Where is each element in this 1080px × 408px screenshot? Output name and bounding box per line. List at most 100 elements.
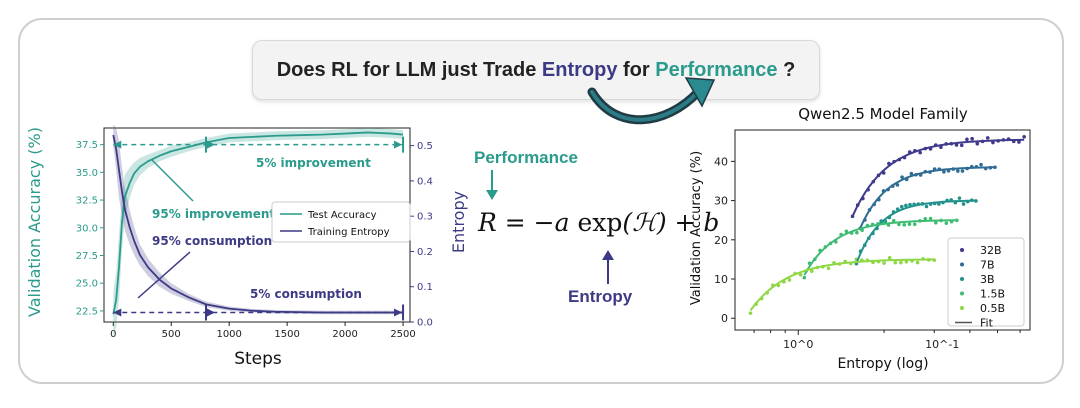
point-1.5B — [928, 216, 933, 221]
point-1.5B — [923, 216, 928, 221]
left-xtick-label: 0 — [110, 329, 116, 340]
left-xtick-label: 1000 — [216, 329, 241, 340]
question-prefix: Does RL for LLM just Trade — [276, 58, 542, 81]
point-7B — [909, 171, 914, 176]
left-y2tick-label: 0.4 — [417, 176, 433, 187]
point-0.5B — [809, 269, 814, 274]
reward-formula: R = −a exp(ℋ) + b — [478, 208, 719, 237]
left-y2tick-label: 0.0 — [417, 318, 433, 329]
point-32B — [965, 137, 969, 142]
legend-entry-7B: 7B — [980, 259, 995, 272]
arrowhead-icon — [113, 140, 122, 149]
right-title: Qwen2.5 Model Family — [798, 105, 968, 123]
question-entropy-word: Entropy — [541, 58, 618, 81]
left-ytick-label: 37.5 — [76, 140, 98, 151]
point-0.5B — [882, 261, 886, 265]
arrowhead-icon — [207, 308, 215, 317]
point-1.5B — [891, 218, 896, 223]
point-0.5B — [893, 260, 898, 265]
point-1.5B — [907, 222, 912, 227]
point-0.5B — [899, 260, 903, 265]
point-3B — [908, 202, 912, 207]
arrowhead-icon — [207, 140, 215, 149]
right-legend-box — [947, 237, 1025, 327]
point-1.5B — [897, 222, 901, 227]
point-7B — [942, 170, 946, 174]
left-y2tick-label: 0.3 — [417, 212, 433, 223]
legend-marker — [960, 277, 964, 281]
point-32B — [970, 136, 974, 141]
curved-arrow-icon — [587, 77, 716, 125]
question-suffix: ? — [777, 58, 796, 81]
legend-test-accuracy: Test Accuracy — [307, 210, 377, 221]
point-1.5B — [902, 223, 907, 227]
point-0.5B — [904, 259, 909, 264]
left-ytick-label: 32.5 — [76, 196, 98, 207]
arrowhead-icon — [113, 308, 122, 317]
left-y2tick-label: 0.2 — [417, 247, 433, 258]
right-plot-frame — [734, 129, 1031, 331]
point-7B — [956, 169, 960, 173]
left-ytick-label: 35.0 — [76, 168, 98, 179]
fit-line-32B — [851, 138, 1025, 217]
left-xtick-label: 2500 — [390, 329, 415, 340]
point-0.5B — [798, 272, 803, 277]
annot-5pct-improvement: 5% improvement — [256, 156, 371, 170]
left-xlabel: Steps — [234, 349, 282, 369]
arrow-up-icon — [602, 250, 614, 284]
point-3B — [957, 196, 962, 200]
question-performance-word: Performance — [655, 58, 778, 81]
left-xtick-label: 500 — [162, 329, 181, 340]
annot-95pct-consumption: 95% consumption — [152, 234, 272, 248]
point-32B — [1017, 140, 1021, 144]
right-ytick-label: 20 — [714, 234, 728, 247]
left-ytick-label: 22.5 — [76, 306, 98, 317]
point-32B — [975, 141, 980, 146]
arrow-down-icon — [486, 170, 498, 200]
right-xtick-label: 10^-1 — [925, 338, 959, 351]
left-legend: Test Accuracy Training Entropy — [271, 201, 411, 243]
point-1.5B — [912, 222, 917, 227]
point-1.5B — [802, 275, 807, 280]
right-xtick-label: 10^0 — [783, 338, 813, 351]
legend-training-entropy: Training Entropy — [307, 227, 390, 238]
point-7B — [900, 175, 904, 179]
legend-marker — [960, 291, 964, 296]
point-0.5B — [887, 256, 892, 260]
formula-func: exp — [577, 208, 623, 237]
legend-entry-0.5B: 0.5B — [980, 302, 1005, 315]
point-32B — [954, 143, 959, 147]
left-y2tick-label: 0.5 — [417, 141, 433, 152]
point-32B — [991, 140, 995, 145]
legend-marker — [960, 306, 964, 310]
point-3B — [924, 204, 929, 209]
left-ytick-label: 27.5 — [76, 251, 98, 262]
point-1.5B — [855, 230, 859, 235]
point-7B — [979, 162, 983, 167]
legend-entry-1.5B: 1.5B — [980, 288, 1005, 301]
point-1.5B — [944, 221, 949, 225]
point-32B — [959, 143, 964, 148]
point-3B — [899, 204, 904, 209]
question-banner: Does RL for LLM just Trade Entropy for P… — [252, 40, 820, 100]
fit-line-1.5B — [803, 219, 957, 276]
point-32B — [985, 136, 990, 140]
point-1.5B — [934, 220, 938, 225]
legend-entry-32B: 32B — [980, 244, 1002, 257]
left-xtick-label: 1500 — [274, 329, 299, 340]
point-32B — [1022, 134, 1026, 139]
point-0.5B — [826, 266, 831, 271]
formula-lhs: R = −a — [478, 208, 578, 237]
point-3B — [904, 203, 908, 208]
right-ytick-label: 0 — [721, 312, 728, 325]
left-y2tick-label: 0.1 — [417, 282, 433, 293]
left-ytick-label: 25.0 — [76, 279, 98, 290]
right-ytick-label: 40 — [714, 155, 728, 168]
right-ytick-label: 10 — [714, 273, 728, 286]
legend-entry-3B: 3B — [980, 273, 995, 286]
point-0.5B — [787, 278, 792, 282]
point-32B — [939, 145, 943, 150]
